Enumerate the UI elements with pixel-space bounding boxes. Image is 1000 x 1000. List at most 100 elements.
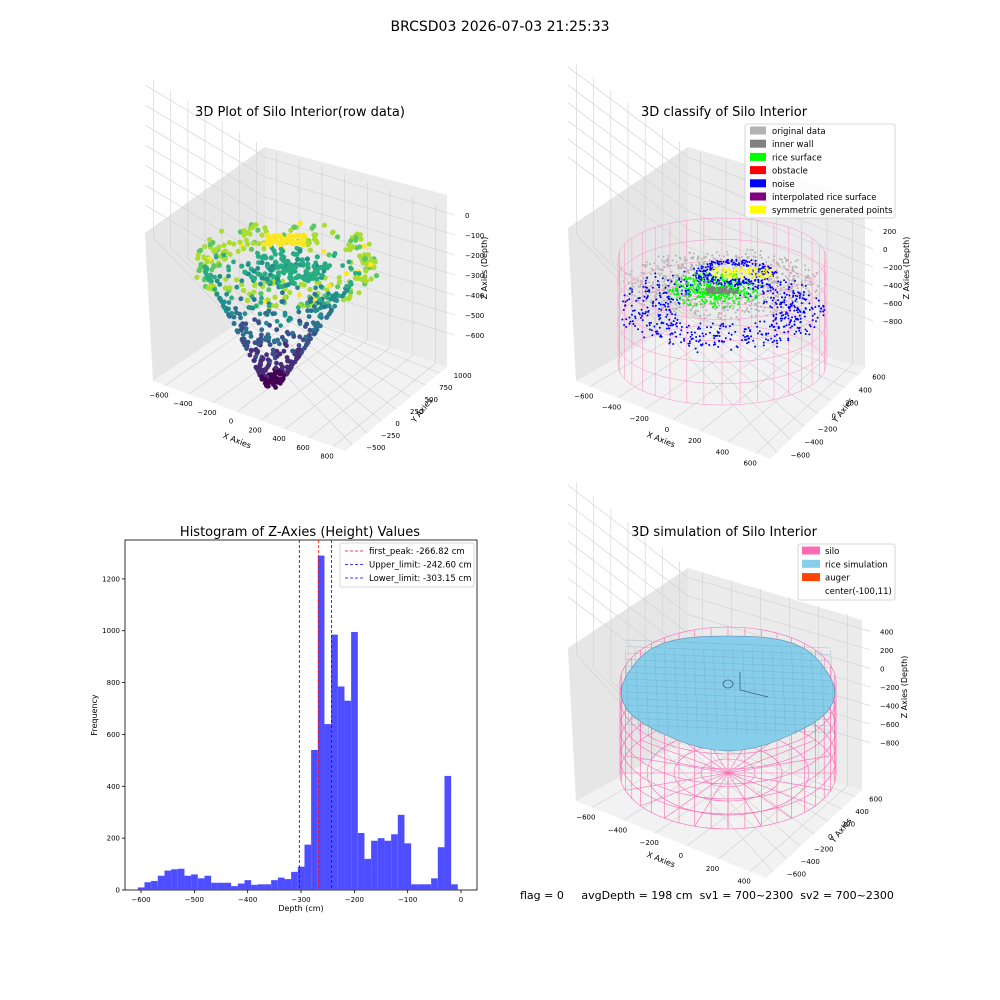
data-point bbox=[750, 300, 753, 303]
data-point bbox=[252, 358, 257, 363]
data-point bbox=[795, 317, 797, 320]
data-point bbox=[695, 270, 698, 272]
data-point bbox=[803, 291, 805, 293]
data-point bbox=[695, 278, 698, 281]
data-point bbox=[787, 330, 790, 333]
grid-line bbox=[617, 328, 727, 398]
data-point bbox=[746, 299, 749, 302]
data-point bbox=[761, 284, 764, 287]
data-point bbox=[713, 298, 716, 301]
data-point bbox=[715, 306, 718, 308]
data-point bbox=[788, 286, 791, 289]
data-point bbox=[221, 242, 227, 248]
silo-ring bbox=[617, 239, 827, 320]
data-point bbox=[786, 269, 789, 272]
data-point bbox=[756, 325, 759, 328]
histogram-bar bbox=[364, 858, 372, 890]
histogram-bar bbox=[377, 838, 385, 890]
data-point bbox=[728, 294, 730, 296]
data-point bbox=[676, 318, 679, 321]
data-point bbox=[718, 287, 722, 291]
data-point bbox=[274, 360, 279, 366]
data-point bbox=[344, 283, 350, 289]
data-point bbox=[702, 288, 705, 290]
data-point bbox=[213, 254, 219, 260]
data-point bbox=[368, 276, 374, 282]
data-point bbox=[724, 291, 728, 295]
data-point bbox=[790, 287, 793, 290]
data-point bbox=[779, 339, 782, 342]
data-point bbox=[799, 293, 802, 295]
data-point bbox=[749, 249, 752, 251]
data-point bbox=[680, 290, 683, 293]
data-point bbox=[271, 352, 277, 357]
data-point bbox=[706, 265, 709, 268]
data-point bbox=[660, 322, 663, 325]
data-point bbox=[777, 262, 779, 265]
data-point bbox=[752, 284, 754, 287]
data-point bbox=[734, 311, 737, 314]
data-point bbox=[688, 292, 691, 295]
data-point bbox=[691, 337, 694, 340]
data-point bbox=[729, 269, 732, 271]
data-point bbox=[657, 332, 660, 335]
data-point bbox=[667, 254, 670, 257]
data-point bbox=[769, 305, 772, 308]
histogram-bar bbox=[437, 847, 445, 890]
data-point bbox=[640, 302, 643, 305]
data-point bbox=[683, 292, 686, 295]
data-point bbox=[272, 259, 279, 265]
data-point bbox=[737, 300, 740, 303]
data-point bbox=[702, 262, 705, 265]
z-tick-label: −400 bbox=[883, 282, 902, 290]
mesh-line bbox=[625, 691, 831, 701]
data-point bbox=[330, 293, 335, 299]
data-point bbox=[739, 265, 742, 268]
data-point bbox=[625, 272, 628, 275]
flag-text: flag = 0 bbox=[520, 889, 564, 902]
data-point bbox=[678, 294, 681, 297]
data-point bbox=[719, 276, 722, 279]
data-point bbox=[772, 311, 775, 314]
histogram-bar bbox=[317, 555, 325, 890]
data-point bbox=[258, 291, 264, 297]
data-point bbox=[262, 337, 268, 342]
data-point bbox=[692, 256, 695, 259]
data-point bbox=[722, 255, 725, 258]
data-point bbox=[657, 289, 660, 292]
data-point bbox=[343, 270, 349, 277]
data-point bbox=[633, 294, 636, 297]
data-point bbox=[279, 299, 285, 304]
data-point bbox=[762, 263, 765, 266]
data-point bbox=[668, 338, 671, 341]
data-point bbox=[667, 257, 670, 260]
data-point bbox=[666, 289, 669, 292]
data-point bbox=[783, 325, 786, 328]
data-point bbox=[648, 324, 651, 327]
data-point bbox=[697, 340, 700, 343]
data-point bbox=[207, 236, 213, 243]
data-point bbox=[286, 232, 292, 239]
data-point bbox=[722, 267, 725, 270]
data-point bbox=[683, 299, 686, 302]
data-point bbox=[670, 332, 673, 335]
data-point bbox=[804, 333, 807, 335]
data-point bbox=[697, 267, 700, 270]
data-point bbox=[262, 253, 268, 259]
data-point bbox=[671, 274, 674, 277]
data-point bbox=[687, 289, 690, 292]
data-point bbox=[273, 303, 279, 309]
histogram-bar bbox=[431, 878, 438, 890]
data-point bbox=[315, 320, 320, 326]
data-point bbox=[746, 296, 749, 299]
data-point bbox=[680, 276, 683, 278]
data-point bbox=[687, 284, 690, 287]
data-point bbox=[738, 280, 741, 283]
data-point bbox=[714, 296, 717, 299]
data-point bbox=[788, 274, 791, 277]
data-point bbox=[789, 261, 792, 264]
data-point bbox=[728, 280, 731, 283]
data-point bbox=[321, 304, 327, 310]
data-point bbox=[805, 287, 808, 290]
data-point bbox=[667, 279, 670, 282]
